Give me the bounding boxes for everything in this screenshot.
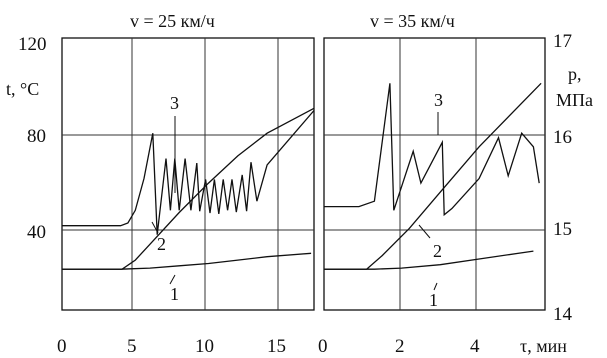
panel-right-series-1-line: [324, 250, 534, 270]
left-axis-tick-40: 40: [27, 222, 46, 243]
x-axis-unit-label: τ, мин: [520, 336, 567, 356]
panel-left-x-tick-15: 15: [267, 336, 286, 357]
panel-left-label-2: 2: [157, 234, 166, 254]
right-axis-tick-14: 14: [553, 304, 573, 325]
panel-right-series-2-line: [324, 82, 542, 270]
panel-left-series-1-line: [62, 252, 312, 270]
panel-right-frame: [323, 37, 546, 311]
panel-right-label-2-leader: [418, 224, 431, 239]
right-axis-label-unit: МПа: [556, 90, 593, 110]
panel-right-curves: [324, 82, 542, 270]
panel-left-label-1: 1: [170, 284, 179, 304]
panel-left-label-1-leader: [169, 274, 176, 285]
panel-left-label-2-leader: [151, 221, 159, 234]
panel-left: [61, 37, 315, 311]
panel-left-curves: [62, 107, 315, 270]
panel-right-x-tick-4: 4: [470, 336, 480, 357]
panel-right-label-1-leader: [433, 282, 438, 291]
panel-left-x-tick-0: 0: [57, 336, 67, 357]
panel-right-title: v = 35 км/ч: [370, 11, 455, 31]
panel-left-title: v = 25 км/ч: [130, 11, 215, 31]
panel-right-x-tick-0: 0: [318, 336, 328, 357]
left-axis-tick-80: 80: [27, 126, 46, 147]
panel-left-series-2-line: [62, 107, 315, 270]
right-axis-label-p: p,: [568, 64, 582, 84]
panel-left-x-tick-10: 10: [195, 336, 214, 357]
right-axis-tick-15: 15: [553, 219, 572, 240]
panel-left-curve-labels: 1 2 3: [151, 93, 179, 304]
panel-right-label-3: 3: [434, 90, 443, 110]
panel-right-label-2: 2: [433, 241, 442, 261]
panel-left-label-3: 3: [170, 93, 179, 113]
panel-left-frame: [61, 37, 315, 311]
panel-right-series-3-line: [324, 83, 540, 217]
left-axis-tick-120: 120: [18, 34, 47, 55]
panel-left-x-tick-5: 5: [127, 336, 137, 357]
panel-right: [323, 37, 546, 311]
panel-left-series-3-line: [62, 110, 315, 235]
right-axis-tick-16: 16: [553, 127, 572, 148]
right-axis-tick-17: 17: [553, 31, 572, 52]
left-axis-label: t, °C: [6, 79, 39, 99]
panel-right-curve-labels: 1 2 3: [418, 90, 443, 310]
panel-right-x-tick-2: 2: [395, 336, 405, 357]
panel-right-label-1: 1: [429, 290, 438, 310]
